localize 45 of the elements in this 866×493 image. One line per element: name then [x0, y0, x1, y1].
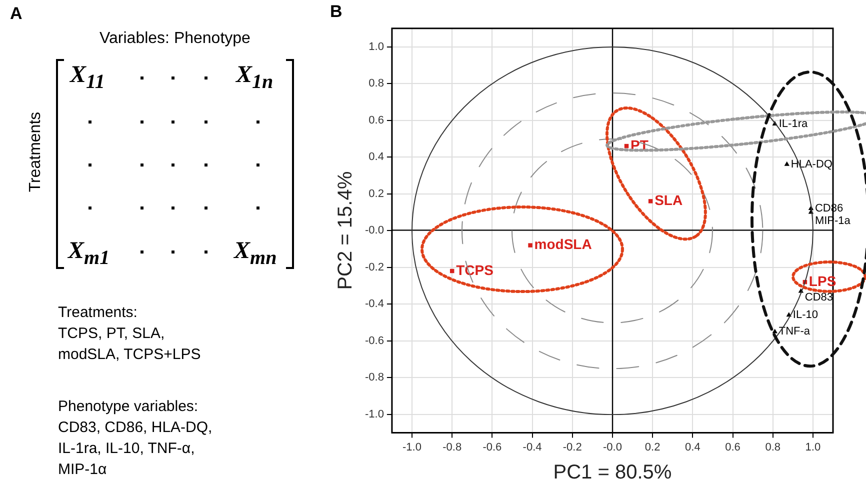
data-label: IL-1ra — [778, 118, 808, 130]
x-axis-title: PC1 = 80.5% — [553, 462, 672, 484]
y-tick-label: 0.2 — [368, 188, 384, 200]
x-tick-label: -0.2 — [562, 441, 582, 454]
text: A — [10, 4, 22, 24]
data-label: TNF-a — [778, 326, 811, 338]
x-tick-label: 1.0 — [805, 441, 821, 454]
point — [772, 328, 778, 334]
text: Variables: Phenotype — [98, 30, 252, 48]
point — [528, 243, 532, 248]
x-tick-label: 0.6 — [725, 441, 740, 454]
x-tick-label: 0.8 — [765, 441, 781, 454]
y-tick-label: -0.0 — [364, 224, 384, 237]
y-tick-label: -0.4 — [364, 298, 384, 310]
y-axis-title: PC2 = 15.4% — [334, 171, 357, 290]
x-tick-label: -0.0 — [602, 441, 622, 454]
text: Treatments: TCPS, PT, SLA, modSLA, TCPS+LPS — [58, 303, 201, 365]
y-tick-label: 0.4 — [368, 151, 384, 164]
data-label: TCPS — [456, 262, 494, 278]
x-tick-label: 0.2 — [644, 441, 660, 454]
x-tick-label: -0.6 — [482, 441, 502, 454]
y-tick-label: -0.2 — [364, 261, 384, 274]
data-label: IL-10 — [792, 309, 818, 322]
data-label: modSLA — [534, 236, 592, 252]
point — [784, 161, 790, 166]
text: X$_{1n}$ — [236, 62, 274, 94]
x-tick-label: 0.4 — [685, 441, 700, 454]
y-tick-label: -1.0 — [364, 408, 384, 420]
data-label: CD83 — [804, 291, 834, 304]
chart-title: B — [330, 2, 342, 21]
y-tick-label: -0.8 — [364, 372, 384, 384]
text: X$_{11}$ — [70, 62, 105, 94]
y-tick-label: 1.0 — [368, 40, 384, 53]
y-tick-label: 0.8 — [368, 78, 384, 90]
text: X$_{mn}$ — [234, 238, 277, 270]
text: Phenotype variables: CD83, CD86, HLA-DQ, IL-1ra, IL-10, TNF-α, MIP-1α — [58, 397, 212, 480]
point — [648, 199, 653, 204]
x-tick-label: -0.4 — [522, 441, 542, 454]
x-tick-label: -0.8 — [442, 441, 462, 454]
text: X$_{m1}$ — [68, 238, 110, 270]
y-tick-label: 0.6 — [368, 114, 384, 126]
text: Treatments — [27, 112, 45, 192]
x-tick-label: -1.0 — [402, 441, 422, 454]
y-tick-label: -0.6 — [364, 334, 384, 347]
data-label: SLA — [654, 192, 683, 208]
